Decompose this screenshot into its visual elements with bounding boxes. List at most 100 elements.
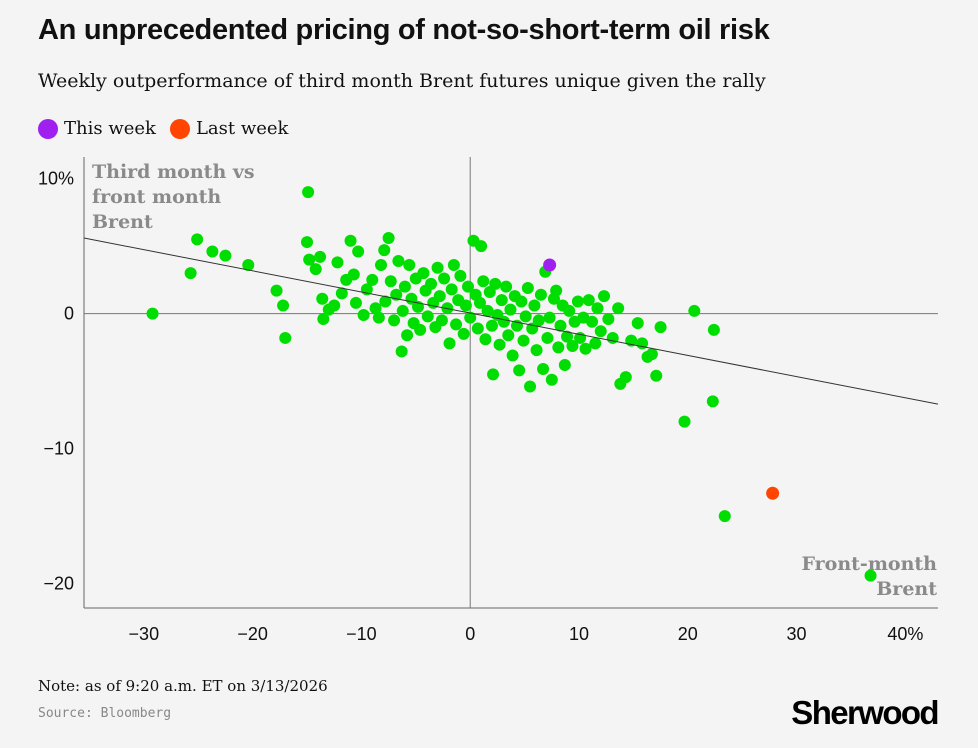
x-tick-label: −30 [129,624,160,644]
data-point [335,287,348,300]
data-point [357,308,370,321]
data-point [464,311,477,324]
data-point [379,295,392,308]
data-point [487,368,500,381]
data-point [497,315,510,328]
data-point [309,263,322,276]
data-point [378,244,391,257]
data-point [417,267,430,280]
data-point [316,292,329,305]
data-point [401,329,414,342]
scatter-plot: −30 −20 −10 0 10 20 30 40% 10% 0 −10 −20 Third month… [38,157,939,644]
data-point [277,299,290,312]
data-point [352,245,365,258]
data-point [706,395,719,408]
data-point [392,254,405,267]
data-point [328,299,341,312]
data-point [688,304,701,317]
y-tick-label: −20 [43,574,74,594]
data-point [495,294,508,307]
data-point [645,348,658,361]
y-axis-label: Third month vs front month Brent [92,161,255,233]
data-point [515,295,528,308]
data-point [602,313,615,326]
data-point [270,284,283,297]
data-point [579,342,592,355]
data-point [457,327,470,340]
data-point [500,280,513,293]
chart-subtitle: Weekly outperformance of third month Bre… [38,70,766,92]
legend-swatch-last-week [169,118,190,139]
data-point [242,259,255,272]
data-point [650,369,663,382]
data-point [382,232,395,245]
data-point [566,340,579,353]
trend-line [83,237,939,405]
data-point [302,186,315,199]
data-point [589,337,602,350]
data-point [471,322,484,335]
data-point [528,299,541,312]
data-point [541,331,554,344]
x-tick-label: 10 [569,624,589,644]
y-tick-label: 0 [64,304,74,324]
chart-title: An unprecedented pricing of not-so-short… [38,14,770,46]
sherwood-logo: Sherwood [791,694,939,731]
data-point [349,296,362,309]
data-point [517,334,530,347]
data-point [654,321,667,334]
data-point [550,284,563,297]
data-point [403,259,416,272]
data-point [485,319,498,332]
data-point [454,269,467,282]
x-axis-label: Front-month Brent [802,553,938,600]
data-point [504,303,517,316]
data-point [534,288,547,301]
data-point [563,304,576,317]
legend-swatch-this-week [38,118,58,139]
data-point [314,250,327,263]
data-point [864,569,877,582]
data-point [481,304,494,317]
x-tick-label: 20 [678,624,698,644]
chart-note: Note: as of 9:20 a.m. ET on 3/13/2026 [38,677,328,695]
data-point [571,295,584,308]
legend-label-this-week: This week [64,118,156,139]
data-point [184,267,197,280]
data-point [219,249,232,262]
data-point [301,236,314,249]
data-point [450,318,463,331]
last-week-point [766,486,780,500]
x-tick-label: 40% [887,624,923,644]
data-point [433,290,446,303]
y-tick-label: −10 [43,439,74,459]
data-point [369,302,382,315]
data-point [524,380,537,393]
x-tick-label: 0 [465,624,475,644]
this-week-point [543,258,557,272]
legend-label-last-week: Last week [195,118,289,139]
x-tick-label: 30 [787,624,807,644]
data-point [374,259,387,272]
data-point [435,314,448,327]
data-point [191,233,204,246]
data-point [502,329,515,342]
x-tick-label: −10 [346,624,377,644]
legend: This week Last week [38,118,302,139]
data-point [395,345,408,358]
data-point [586,315,599,328]
data-point [558,358,571,371]
data-point [552,341,565,354]
data-point [317,313,330,326]
legend-item-this-week: This week [38,118,156,139]
data-point [473,296,486,309]
data-point [344,234,357,247]
data-point [366,273,379,286]
data-point [303,253,316,266]
data-point [421,310,434,323]
data-point [545,373,558,386]
data-point [532,314,545,327]
data-point [506,349,519,362]
data-point [537,362,550,375]
data-point [462,280,475,293]
